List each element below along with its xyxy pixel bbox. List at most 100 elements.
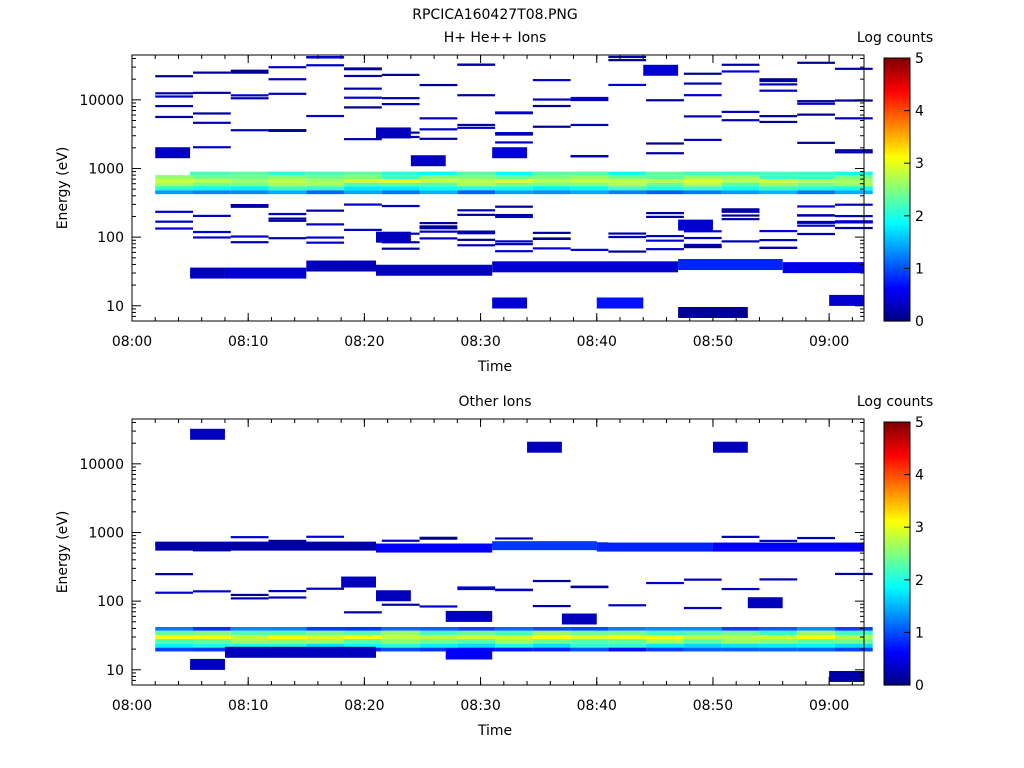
noise-cell — [193, 590, 231, 593]
band-cell — [306, 171, 345, 176]
noise-cell — [495, 133, 533, 136]
noise-cell — [419, 237, 458, 240]
band-cell — [419, 647, 458, 652]
band-cell — [759, 182, 798, 187]
band-cell — [532, 175, 571, 180]
band-cell — [834, 639, 873, 644]
noise-cell — [457, 126, 496, 129]
noise-cell — [759, 89, 798, 92]
band-cell — [306, 635, 345, 640]
band-cell — [419, 186, 458, 191]
noise-cell — [608, 55, 647, 59]
band-cell — [834, 179, 873, 183]
noise-cell — [646, 99, 684, 102]
band-cell — [532, 190, 571, 195]
band-cell — [344, 635, 382, 640]
x-tick-label: 08:00 — [112, 698, 152, 714]
colorbar-label: Log counts — [857, 30, 933, 46]
band-cell — [155, 182, 193, 187]
x-tick-label: 09:00 — [809, 334, 849, 350]
band-cell — [646, 182, 684, 187]
band-cell — [495, 182, 533, 187]
noise-cell — [230, 71, 269, 74]
band-cell — [797, 179, 835, 183]
band-cell — [683, 179, 722, 183]
colorbar-tick-label: 2 — [915, 573, 924, 589]
noise-cell — [381, 73, 420, 76]
band-cell — [721, 171, 760, 176]
band-cell — [646, 171, 684, 176]
noise-cell — [797, 61, 835, 64]
noise-cell — [155, 75, 193, 78]
noise-cell — [532, 79, 571, 82]
data-cell — [224, 267, 307, 279]
band-cell — [683, 626, 722, 631]
noise-cell — [834, 99, 873, 102]
noise-cell — [797, 224, 835, 227]
noise-cell — [230, 597, 269, 600]
band-cell — [532, 186, 571, 191]
data-cell — [224, 646, 376, 658]
noise-cell — [759, 578, 798, 581]
band-cell — [230, 639, 269, 644]
noise-cell — [344, 87, 382, 90]
band-cell — [683, 182, 722, 187]
band-cell — [381, 179, 420, 183]
noise-cell — [230, 536, 269, 539]
band-cell — [834, 182, 873, 187]
band-cell — [759, 639, 798, 644]
band-cell — [495, 186, 533, 191]
colorbar: 0 1 2 3 4 5 — [883, 51, 924, 330]
band-cell — [596, 542, 713, 552]
band-cell — [759, 626, 798, 631]
band-cell — [193, 175, 231, 180]
noise-cell — [646, 248, 684, 251]
band-cell — [268, 186, 307, 191]
noise-cell — [646, 581, 684, 585]
spectrogram-cells — [155, 428, 873, 682]
noise-cell — [683, 72, 722, 75]
x-tick-label: 08:30 — [460, 698, 500, 714]
noise-cell — [608, 83, 647, 87]
band-cell — [155, 635, 193, 640]
band-cell — [646, 643, 684, 648]
noise-cell — [306, 64, 345, 67]
band-cell — [457, 171, 496, 176]
band-cell — [230, 171, 269, 176]
noise-cell — [495, 588, 533, 591]
x-tick-label: 08:00 — [112, 334, 152, 350]
band-cell — [683, 639, 722, 644]
noise-cell — [230, 235, 269, 238]
x-tick-label: 08:40 — [577, 334, 617, 350]
noise-cell — [344, 203, 382, 206]
noise-cell — [834, 149, 873, 152]
noise-cell — [532, 237, 571, 241]
noise-cell — [683, 578, 722, 581]
noise-cell — [683, 230, 722, 233]
band-cell — [306, 190, 345, 195]
data-cell — [782, 262, 864, 274]
band-cell — [457, 643, 496, 648]
data-cell — [492, 147, 528, 159]
band-cell — [457, 635, 496, 640]
band-cell — [155, 190, 193, 195]
band-cell — [230, 190, 269, 195]
y-tick-label: 1000 — [88, 161, 124, 177]
band-cell — [532, 630, 571, 636]
band-cell — [230, 630, 269, 636]
noise-cell — [457, 123, 496, 127]
band-cell — [381, 647, 420, 652]
band-cell — [834, 190, 873, 195]
noise-cell — [759, 229, 798, 233]
band-cell — [683, 643, 722, 648]
x-axis-label: Time — [477, 359, 512, 375]
colorbar-tick-label: 0 — [915, 314, 924, 330]
band-cell — [834, 186, 873, 191]
band-cell — [419, 190, 458, 195]
band-cell — [495, 639, 533, 644]
noise-cell — [381, 97, 420, 100]
band-cell — [646, 647, 684, 652]
band-cell — [268, 626, 307, 631]
noise-cell — [721, 119, 760, 122]
y-tick-label: 10 — [106, 663, 124, 679]
